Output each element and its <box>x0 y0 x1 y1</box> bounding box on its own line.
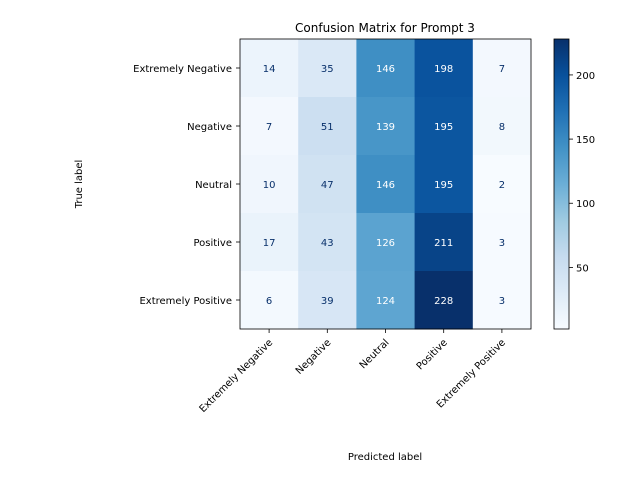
cell-value-label: 14 <box>263 64 276 75</box>
matrix-cell <box>472 155 532 214</box>
matrix-cell <box>472 97 532 156</box>
matrix-cell <box>414 39 474 98</box>
cell-value-label: 198 <box>434 64 453 75</box>
y-tick-label: Extremely Positive <box>139 296 232 307</box>
cell-value-label: 228 <box>434 296 453 307</box>
cell-value-label: 211 <box>434 238 453 249</box>
cell-value-label: 146 <box>376 64 395 75</box>
cell-value-label: 10 <box>263 180 276 191</box>
x-axis-ticks: Extremely Negative Negative Neutral Positiv… <box>198 329 508 415</box>
y-tick-label: Negative <box>187 122 232 133</box>
matrix-cell <box>472 39 532 98</box>
cell-value-label: 146 <box>376 180 395 191</box>
matrix-cell <box>356 97 416 156</box>
matrix-cell-labels: 14 35 146 198 7 7 51 139 195 8 10 47 146 195 2 17 43 126 2… <box>263 64 505 307</box>
cell-value-label: 7 <box>499 64 505 75</box>
matrix-cell <box>356 271 416 330</box>
matrix-cell <box>240 97 299 156</box>
cell-value-label: 124 <box>376 296 395 307</box>
cell-value-label: 43 <box>321 238 334 249</box>
matrix-cell <box>356 213 416 272</box>
colorbar-tick-label: 200 <box>576 71 595 82</box>
x-tick-label: Neutral <box>358 337 392 371</box>
cell-value-label: 35 <box>321 64 334 75</box>
x-tick-label: Negative <box>294 337 334 377</box>
matrix-cell <box>414 271 474 330</box>
cell-value-label: 2 <box>499 180 505 191</box>
y-axis-title: True label <box>74 160 85 210</box>
matrix-cell <box>356 155 416 214</box>
matrix-cell <box>240 271 299 330</box>
cell-value-label: 39 <box>321 296 334 307</box>
matrix-cell <box>240 155 299 214</box>
y-tick-label: Neutral <box>195 180 232 191</box>
matrix-cell <box>472 213 532 272</box>
cell-value-label: 7 <box>266 122 272 133</box>
matrix-cell <box>298 155 357 214</box>
cell-value-label: 3 <box>499 296 505 307</box>
colorbar-tick-label: 150 <box>576 135 595 146</box>
x-tick-label: Extremely Negative <box>198 337 276 415</box>
matrix-cell <box>414 97 474 156</box>
cell-value-label: 8 <box>499 122 505 133</box>
matrix-cell <box>298 271 357 330</box>
matrix-cell <box>472 271 532 330</box>
matrix-cell <box>298 39 357 98</box>
chart-title: Confusion Matrix for Prompt 3 <box>295 21 475 35</box>
matrix-cell <box>240 213 299 272</box>
cell-value-label: 195 <box>434 122 453 133</box>
cell-value-label: 195 <box>434 180 453 191</box>
cell-value-label: 17 <box>263 238 276 249</box>
matrix-cell <box>240 39 299 98</box>
cell-value-label: 47 <box>321 180 334 191</box>
cell-value-label: 139 <box>376 122 395 133</box>
colorbar-gradient <box>553 38 570 330</box>
y-tick-label: Extremely Negative <box>133 64 232 75</box>
cell-value-label: 126 <box>376 238 395 249</box>
colorbar-tick-label: 50 <box>576 263 589 274</box>
matrix-cells <box>240 39 532 330</box>
colorbar-tick-label: 100 <box>576 199 595 210</box>
matrix-cell <box>414 155 474 214</box>
x-tick-label: Positive <box>415 337 450 372</box>
matrix-cell <box>298 97 357 156</box>
matrix-cell <box>298 213 357 272</box>
colorbar: 50 100 150 200 <box>553 38 595 330</box>
y-axis-ticks: Extremely Negative Negative Neutral Positiv… <box>133 64 240 307</box>
y-tick-label: Positive <box>193 238 232 249</box>
matrix-cell <box>356 39 416 98</box>
cell-value-label: 6 <box>266 296 272 307</box>
x-axis-title: Predicted label <box>348 452 422 463</box>
colorbar-ticks: 50 100 150 200 <box>569 71 595 274</box>
cell-value-label: 3 <box>499 238 505 249</box>
matrix-cell <box>414 213 474 272</box>
cell-value-label: 51 <box>321 122 334 133</box>
